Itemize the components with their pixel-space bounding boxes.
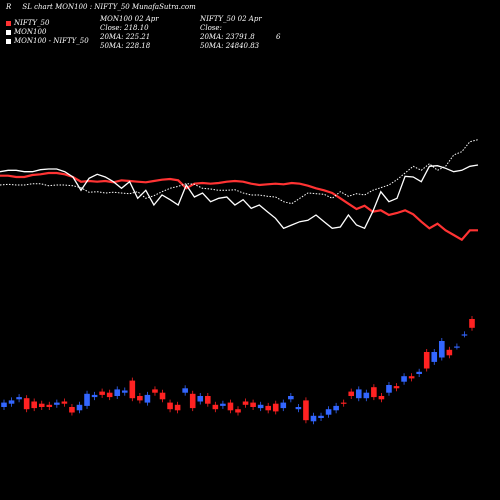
candle-down (38, 403, 45, 407)
mon100-date: MON100 02 Apr (100, 15, 159, 23)
candle-up (416, 371, 422, 374)
candle-up (8, 400, 15, 404)
legend-swatch-nifty (6, 21, 11, 26)
candle-up (355, 389, 362, 399)
legend-label-mon100: MON100 (14, 28, 47, 36)
legend-item-nifty: NIFTY_50 (6, 19, 89, 28)
candle-down (189, 393, 196, 409)
candle-down (340, 402, 347, 404)
candle-up (84, 393, 90, 406)
candle-up (310, 415, 317, 422)
legend-label-ratio: MON100 - NIFTY_50 (14, 37, 89, 45)
candle-up (54, 402, 60, 405)
nifty-ma50: 50MA: 24840.83 (200, 42, 260, 50)
candle-up (91, 394, 98, 398)
mon100-ma20: 20MA: 225.21 (100, 33, 151, 41)
mon100-ma50: 50MA: 228.18 (100, 42, 151, 50)
legend-item-ratio: MON100 - NIFTY_50 (6, 37, 89, 46)
candle-down (23, 398, 30, 410)
candle-down (106, 392, 113, 398)
title-prefix: R (6, 3, 12, 11)
candle-down (174, 404, 181, 411)
legend-item-mon100: MON100 (6, 28, 89, 37)
candle-up (325, 409, 332, 415)
candle-down (378, 396, 385, 400)
candle-down (46, 404, 53, 407)
legend: NIFTY_50 MON100 MON100 - NIFTY_50 (6, 19, 89, 46)
candle-up (461, 334, 468, 336)
candle-down (137, 396, 143, 401)
nifty-date: NIFTY_50 02 Apr (200, 15, 262, 23)
candle-down (227, 402, 234, 411)
candle-up (1, 402, 7, 407)
ratio-value: 6 (276, 33, 281, 41)
candle-up (114, 389, 121, 396)
nifty-info: NIFTY_50 02 Apr Close: 20MA: 23791.8 50M… (200, 15, 262, 51)
nifty-line (0, 171, 478, 242)
title-text: SL chart MON100 : NIFTY_50 (22, 3, 130, 11)
site-name: MunafaSutra.com (131, 3, 196, 11)
candle-down (272, 403, 279, 412)
candle-up (257, 404, 264, 409)
mon100-info: MON100 02 Apr Close: 218.10 20MA: 225.21… (100, 15, 159, 51)
candle-up (280, 402, 287, 409)
candle-up (16, 397, 22, 400)
candle-down (423, 352, 430, 369)
legend-swatch-ratio (6, 39, 11, 44)
nifty-ma20: 20MA: 23791.8 (200, 33, 255, 41)
chart-title: R SL chart MON100 : NIFTY_50 MunafaSutra… (6, 3, 196, 12)
candle-down (31, 401, 37, 409)
nifty-close: Close: (200, 24, 222, 32)
candle-up (197, 396, 204, 402)
candle-down (212, 404, 219, 410)
candle-down (348, 391, 355, 396)
candle-down (242, 401, 249, 405)
candle-down (205, 396, 211, 404)
candle-down (265, 405, 271, 411)
candle-up (363, 392, 370, 399)
candle-up (333, 405, 339, 411)
candle-up (182, 388, 188, 393)
candle-up (295, 407, 302, 410)
candle-down (408, 376, 415, 379)
candle-up (439, 341, 445, 358)
candles-group (1, 316, 475, 425)
candle-down (152, 389, 158, 393)
candle-down (469, 319, 475, 328)
candle-down (69, 407, 75, 413)
candle-up (386, 385, 392, 393)
candle-down (250, 402, 256, 407)
candle-down (235, 409, 241, 413)
candle-up (401, 376, 407, 382)
candle-up (288, 396, 294, 400)
candle-up (454, 346, 460, 348)
mon100-line (0, 164, 479, 230)
candle-up (220, 403, 226, 406)
candle-down (371, 387, 377, 398)
candle-down (159, 392, 166, 400)
mon100-close: Close: 218.10 (100, 24, 149, 32)
candle-down (393, 386, 400, 389)
legend-label-nifty: NIFTY_50 (14, 19, 50, 27)
lines-group (0, 139, 479, 242)
candle-down (446, 349, 453, 356)
candle-up (144, 394, 151, 403)
candle-down (303, 400, 309, 421)
candle-up (76, 404, 83, 411)
candle-up (318, 415, 324, 418)
candle-down (167, 402, 173, 410)
ratio-line (0, 139, 479, 205)
candle-down (61, 401, 68, 404)
candle-up (431, 352, 438, 362)
candle-down (129, 380, 136, 399)
legend-swatch-mon100 (6, 30, 11, 35)
candle-down (99, 391, 105, 395)
candle-up (121, 390, 128, 393)
